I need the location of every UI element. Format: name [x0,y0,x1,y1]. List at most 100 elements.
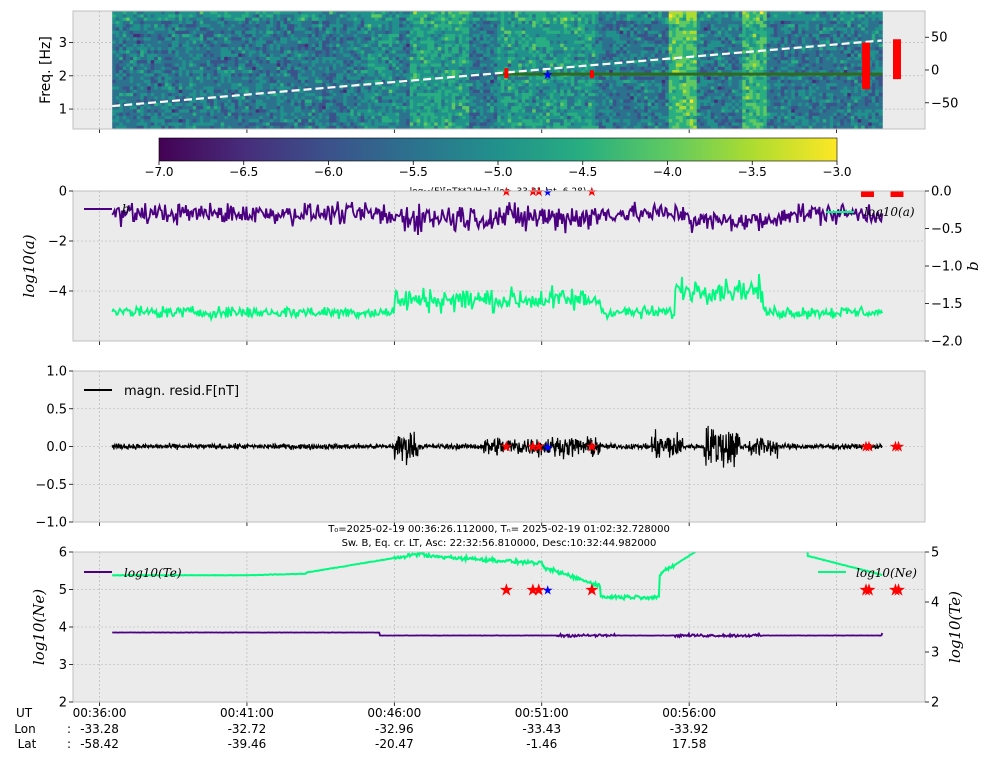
heatmap-cell [136,96,141,100]
heatmap-cell [556,125,561,129]
heatmap-cell [147,119,152,123]
heatmap-cell [514,17,519,22]
heatmap-cell [189,37,194,41]
heatmap-cell [451,60,456,64]
heatmap-cell [353,56,358,61]
heatmap-cell [224,50,229,55]
heatmap-cell [437,56,442,61]
heatmap-cell [546,89,551,94]
heatmap-cell [238,47,243,51]
heatmap-cell [140,37,145,41]
heatmap-cell [231,30,236,35]
heatmap-cell [413,86,418,91]
heatmap-cell [504,43,509,48]
heatmap-cell [122,11,127,15]
heatmap-cell [546,20,551,25]
heatmap-cell [364,66,369,71]
heatmap-cell [308,83,313,87]
heatmap-cell [483,79,488,84]
heatmap-cell [220,73,225,78]
heatmap-cell [427,11,432,15]
heatmap-cell [570,86,575,91]
heatmap-cell [175,76,180,81]
heatmap-cell [455,11,460,15]
heatmap-cell [308,73,313,78]
heatmap-cell [329,53,334,58]
heatmap-cell [357,56,362,61]
heatmap-cell [497,60,502,64]
heatmap-cell [280,109,285,114]
heatmap-cell [360,37,365,41]
heatmap-cell [255,112,260,117]
heatmap-cell [196,30,201,35]
heatmap-cell [532,50,537,55]
heatmap-cell [469,70,474,74]
heatmap-cell [294,86,299,91]
heatmap-cell [133,99,138,104]
heatmap-cell [399,86,404,91]
heatmap-cell [322,73,327,78]
heatmap-cell [395,60,400,64]
heatmap-cell [217,40,222,45]
heatmap-cell [336,27,341,32]
heatmap-cell [528,17,533,22]
heatmap-cell [367,47,372,51]
heatmap-cell [392,83,397,87]
heatmap-cell [486,112,491,117]
heatmap-cell [434,86,439,91]
heatmap-cell [290,40,295,45]
heatmap-cell [210,70,215,74]
heatmap-cell [203,76,208,81]
heatmap-cell [553,56,558,61]
heatmap-cell [350,43,355,48]
heatmap-cell [217,70,222,74]
heatmap-cell [210,115,215,120]
heatmap-cell [413,17,418,22]
heatmap-cell [483,86,488,91]
heatmap-cell [416,20,421,25]
heatmap-cell [458,20,463,25]
heatmap-cell [406,86,411,91]
heatmap-cell [395,122,400,127]
heatmap-cell [182,109,187,114]
heatmap-cell [486,47,491,51]
heatmap-cell [406,47,411,51]
heatmap-cell [199,40,204,45]
heatmap-cell [150,11,155,15]
heatmap-cell [444,40,449,45]
heatmap-cell [150,119,155,123]
heatmap-cell [546,102,551,107]
heatmap-cell [192,115,197,120]
heatmap-cell [255,89,260,94]
heatmap-cell [406,122,411,127]
heatmap-cell [563,14,568,19]
heatmap-cell [301,86,306,91]
heatmap-cell [514,92,519,97]
heatmap-cell [129,76,134,81]
heatmap-cell [294,70,299,74]
heatmap-cell [157,119,162,123]
heatmap-cell [521,14,526,19]
heatmap-cell [486,11,491,15]
heatmap-cell [315,17,320,22]
heatmap-cell [574,83,579,87]
heatmap-cell [262,112,267,117]
heatmap-cell [329,70,334,74]
heatmap-cell [182,83,187,87]
heatmap-cell [455,37,460,41]
heatmap-cell [399,112,404,117]
heatmap-cell [210,14,215,19]
heatmap-cell [287,50,292,55]
heatmap-cell [560,56,565,61]
heatmap-cell [241,125,246,129]
heatmap-cell [479,109,484,114]
heatmap-cell [329,66,334,71]
heatmap-cell [150,43,155,48]
heatmap-cell [458,122,463,127]
heatmap-cell [385,33,390,38]
heatmap-cell [437,66,442,71]
heatmap-cell [567,37,572,41]
heatmap-cell [189,40,194,45]
heatmap-cell [287,112,292,117]
heatmap-cell [304,60,309,64]
